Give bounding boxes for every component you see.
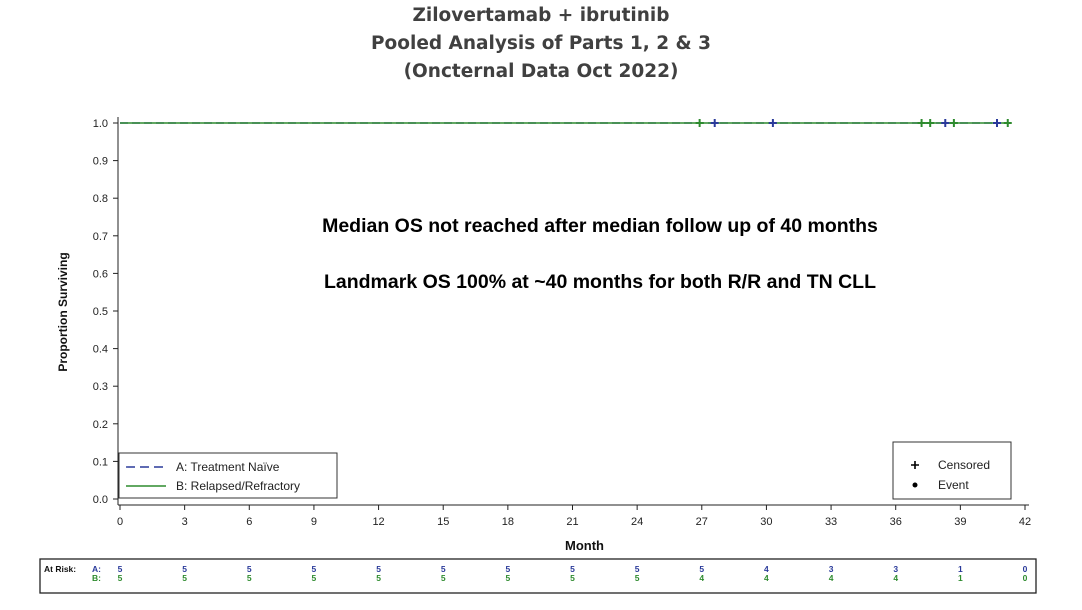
chart-title-line-2: Pooled Analysis of Parts 1, 2 & 3 xyxy=(371,33,711,54)
y-tick-label: 1.0 xyxy=(93,118,108,130)
x-tick-label: 6 xyxy=(246,516,252,528)
x-axis-label: Month xyxy=(565,538,604,553)
at-risk-value-b: 5 xyxy=(118,573,123,583)
chart-title-line-1: Zilovertamab + ibrutinib xyxy=(412,5,670,26)
censor-mark-a xyxy=(992,119,1001,127)
x-tick-label: 0 xyxy=(117,516,123,528)
legend-entry-a: A: Treatment Naïve xyxy=(176,460,280,474)
x-tick-label: 18 xyxy=(502,516,514,528)
at-risk-value-a: 5 xyxy=(570,564,575,574)
at-risk-value-a: 1 xyxy=(958,564,963,574)
at-risk-value-b: 5 xyxy=(376,573,381,583)
at-risk-value-b: 4 xyxy=(764,573,769,583)
at-risk-value-a: 5 xyxy=(247,564,252,574)
annotation-landmark-os: Landmark OS 100% at ~40 months for both … xyxy=(323,271,877,293)
annotation-median-os: Median OS not reached after median follo… xyxy=(322,215,878,237)
x-tick-label: 15 xyxy=(437,516,449,528)
series-legend-box xyxy=(118,452,338,499)
at-risk-value-a: 0 xyxy=(1023,564,1028,574)
at-risk-value-b: 5 xyxy=(635,573,640,583)
at-risk-value-b: 5 xyxy=(570,573,575,583)
x-tick-label: 39 xyxy=(954,516,966,528)
y-tick-label: 0.6 xyxy=(93,268,108,280)
event-symbol xyxy=(912,482,918,488)
chart-title-line-3: (Oncternal Data Oct 2022) xyxy=(403,61,679,82)
at-risk-value-b: 5 xyxy=(505,573,510,583)
censor-mark-b xyxy=(695,119,704,127)
x-tick-label: 30 xyxy=(760,516,772,528)
at-risk-value-b: 0 xyxy=(1023,573,1028,583)
at-risk-value-b: 5 xyxy=(182,573,187,583)
censor-mark-a xyxy=(768,119,777,127)
at-risk-value-b: 4 xyxy=(829,573,834,583)
y-tick-label: 0.7 xyxy=(93,231,108,243)
at-risk-value-b: 4 xyxy=(699,573,704,583)
at-risk-value-a: 4 xyxy=(764,564,769,574)
legend-entry-b: B: Relapsed/Refractory xyxy=(176,479,300,493)
x-tick-label: 21 xyxy=(566,516,578,528)
symbol-legend-event: Event xyxy=(938,478,969,492)
censor-mark-a xyxy=(941,119,950,127)
x-tick-label: 9 xyxy=(311,516,317,528)
y-tick-label: 0.5 xyxy=(93,306,108,318)
symbol-legend-box xyxy=(892,441,1012,500)
at-risk-label: At Risk: xyxy=(44,564,76,574)
at-risk-value-a: 5 xyxy=(635,564,640,574)
x-tick-label: 24 xyxy=(631,516,643,528)
at-risk-value-a: 3 xyxy=(893,564,898,574)
at-risk-value-a: 5 xyxy=(505,564,510,574)
at-risk-value-a: 3 xyxy=(829,564,834,574)
at-risk-box xyxy=(39,558,1037,594)
y-axis-label: Proportion Surviving xyxy=(56,252,70,371)
at-risk-value-a: 5 xyxy=(312,564,317,574)
at-risk-value-a: 5 xyxy=(376,564,381,574)
censor-mark-b xyxy=(917,119,926,127)
at-risk-value-b: 5 xyxy=(441,573,446,583)
censor-mark-a xyxy=(710,119,719,127)
y-tick-label: 0.0 xyxy=(93,494,108,506)
y-tick-label: 0.2 xyxy=(93,419,108,431)
y-tick-label: 0.8 xyxy=(93,193,108,205)
censor-mark-b xyxy=(949,119,958,127)
censor-mark-b xyxy=(926,119,935,127)
censor-mark-b xyxy=(1003,119,1012,127)
at-risk-value-a: 5 xyxy=(699,564,704,574)
x-tick-label: 3 xyxy=(182,516,188,528)
at-risk-value-a: 5 xyxy=(441,564,446,574)
at-risk-value-b: 4 xyxy=(893,573,898,583)
y-tick-label: 0.4 xyxy=(93,344,108,356)
x-tick-label: 33 xyxy=(825,516,837,528)
x-tick-label: 27 xyxy=(696,516,708,528)
at-risk-row-label-a: A: xyxy=(92,564,101,574)
x-tick-label: 36 xyxy=(890,516,902,528)
x-tick-label: 42 xyxy=(1019,516,1031,528)
at-risk-value-b: 1 xyxy=(958,573,963,583)
at-risk-value-b: 5 xyxy=(312,573,317,583)
y-tick-label: 0.9 xyxy=(93,156,108,168)
symbol-legend-censored: Censored xyxy=(938,458,990,472)
censored-symbol xyxy=(911,461,919,469)
y-tick-label: 0.3 xyxy=(93,381,108,393)
at-risk-value-a: 5 xyxy=(118,564,123,574)
at-risk-value-b: 5 xyxy=(247,573,252,583)
y-tick-label: 0.1 xyxy=(93,456,108,468)
at-risk-row-label-b: B: xyxy=(92,573,101,583)
at-risk-value-a: 5 xyxy=(182,564,187,574)
x-tick-label: 12 xyxy=(372,516,384,528)
